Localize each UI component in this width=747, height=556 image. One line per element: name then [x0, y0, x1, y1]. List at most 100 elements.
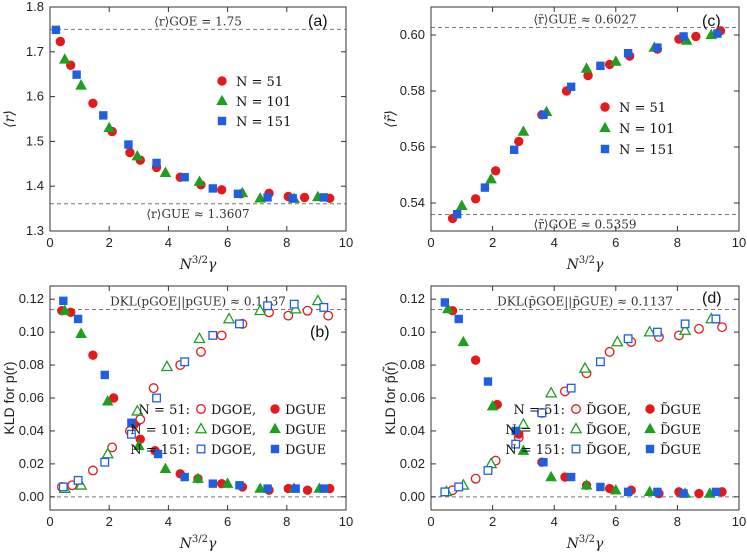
x-tick-label: 2: [489, 235, 496, 250]
x-tick-label: 8: [283, 514, 290, 529]
y-tick-label: 1.8: [26, 0, 44, 14]
panel-label: (b): [310, 324, 330, 341]
data-point: [609, 484, 622, 495]
data-point: [152, 158, 161, 168]
data-point: [263, 193, 272, 202]
y-tick-label: 1.5: [26, 133, 44, 148]
legend-marker: [599, 121, 611, 133]
data-point: [609, 55, 622, 66]
reference-line-label: DKL(pGOE||pGUE) ≈ 0.1137: [110, 295, 286, 309]
y-tick-label: 0.00: [400, 489, 425, 504]
data-point: [580, 479, 593, 490]
legend-marker-filled: [645, 404, 655, 414]
data-point: [455, 199, 468, 210]
legend: N = 51: D̃GOE, D̃GUE N = 101: D̃GOE, D̃GUE N =…: [505, 402, 701, 458]
x-tick-label: 8: [674, 514, 681, 529]
data-point: [580, 62, 593, 73]
y-tick-label: 1.3: [26, 223, 44, 238]
y-axis-label: KLD for p(r): [1, 361, 17, 434]
legend-marker: [217, 76, 227, 86]
data-point: [679, 32, 688, 41]
legend-marker-open: [196, 444, 206, 454]
panel-label: (d): [702, 290, 722, 307]
data-point: [623, 49, 633, 58]
data-point: [288, 194, 297, 203]
series-n151-open: [440, 314, 721, 497]
legend-marker: [600, 144, 610, 154]
legend-label: D̃GOE,: [586, 422, 631, 438]
legend-marker: [600, 102, 610, 112]
data-point: [517, 444, 530, 455]
data-point: [58, 482, 68, 492]
data-point: [131, 149, 144, 161]
data-point: [544, 386, 558, 398]
x-axis-label: N3/2γ: [179, 534, 217, 552]
reference-line-label: ⟨r⟩GUE ≈ 1.3607: [146, 207, 249, 221]
data-point: [514, 136, 524, 147]
legend-label: N = 101: [619, 122, 674, 137]
data-point: [283, 310, 294, 321]
y-axis-label: KLD for p̃(r̃): [381, 361, 398, 434]
data-point: [254, 482, 266, 493]
data-point: [160, 359, 174, 372]
data-point: [73, 314, 83, 324]
data-point: [131, 404, 144, 416]
data-point: [100, 370, 109, 380]
data-point: [58, 53, 71, 64]
data-point: [152, 393, 162, 403]
series-n51-open: [56, 305, 334, 492]
legend-label: DGUE: [285, 423, 326, 438]
data-point: [87, 465, 98, 476]
data-point: [55, 36, 66, 47]
legend-label: D̃GOE,: [586, 402, 631, 418]
data-point: [566, 472, 576, 482]
data-point: [442, 302, 454, 314]
x-tick-label: 0: [46, 514, 53, 529]
legend-label: DGOE,: [211, 443, 256, 458]
legend-marker-open: [571, 404, 581, 414]
data-point: [717, 322, 728, 333]
data-point: [125, 147, 135, 158]
data-point: [604, 346, 615, 357]
data-point: [253, 303, 267, 316]
y-tick-label: 0.02: [400, 456, 425, 471]
panel-d: DKL(p̃GOE||p̃GUE) ≈ 0.1137 0 2 4 6 8 10 0.00 0.0…: [381, 285, 746, 552]
x-tick-label: 2: [106, 514, 113, 529]
data-point: [299, 192, 310, 203]
y-tick-label: 0.58: [400, 83, 425, 98]
legend: N = 51 N = 101 N = 151: [599, 101, 674, 158]
legend-label: DGUE: [285, 443, 326, 458]
data-point: [100, 457, 110, 467]
y-tick-label: 1.7: [26, 44, 44, 59]
data-point: [680, 319, 690, 329]
data-point: [180, 472, 189, 482]
x-tick-label: 8: [674, 235, 681, 250]
legend-label: N = 151: [619, 143, 674, 158]
data-point: [537, 408, 547, 418]
data-point: [483, 377, 493, 386]
series-n151-open: [58, 299, 329, 492]
y-tick-label: 0.56: [400, 139, 425, 154]
x-tick-label: 4: [165, 235, 172, 250]
legend-label: N = 51:: [514, 403, 565, 418]
legend-label: N = 101:: [505, 423, 565, 438]
data-point: [539, 110, 548, 119]
x-tick-label: 0: [46, 235, 53, 250]
data-point: [254, 192, 266, 203]
y-tick-label: 0.06: [400, 390, 425, 405]
data-point: [75, 79, 87, 90]
legend-label: DGUE: [285, 403, 326, 418]
data-point: [653, 487, 662, 497]
panel-c: ⟨r̃⟩GUE ≈ 0.6027 ⟨r̃⟩GOE ≈ 0.5359 0 2 4 6 8 10 0…: [383, 6, 746, 273]
plot-frame: [49, 6, 347, 232]
legend-marker: [216, 94, 228, 106]
data-point: [101, 395, 114, 406]
x-axis-label: N3/2γ: [179, 255, 217, 273]
data-point: [88, 98, 98, 109]
data-point: [454, 314, 463, 324]
data-point: [485, 172, 497, 184]
data-point: [153, 449, 163, 459]
data-point: [148, 383, 159, 394]
legend-marker-filled: [645, 444, 655, 454]
y-tick-label: 0.12: [400, 291, 425, 306]
